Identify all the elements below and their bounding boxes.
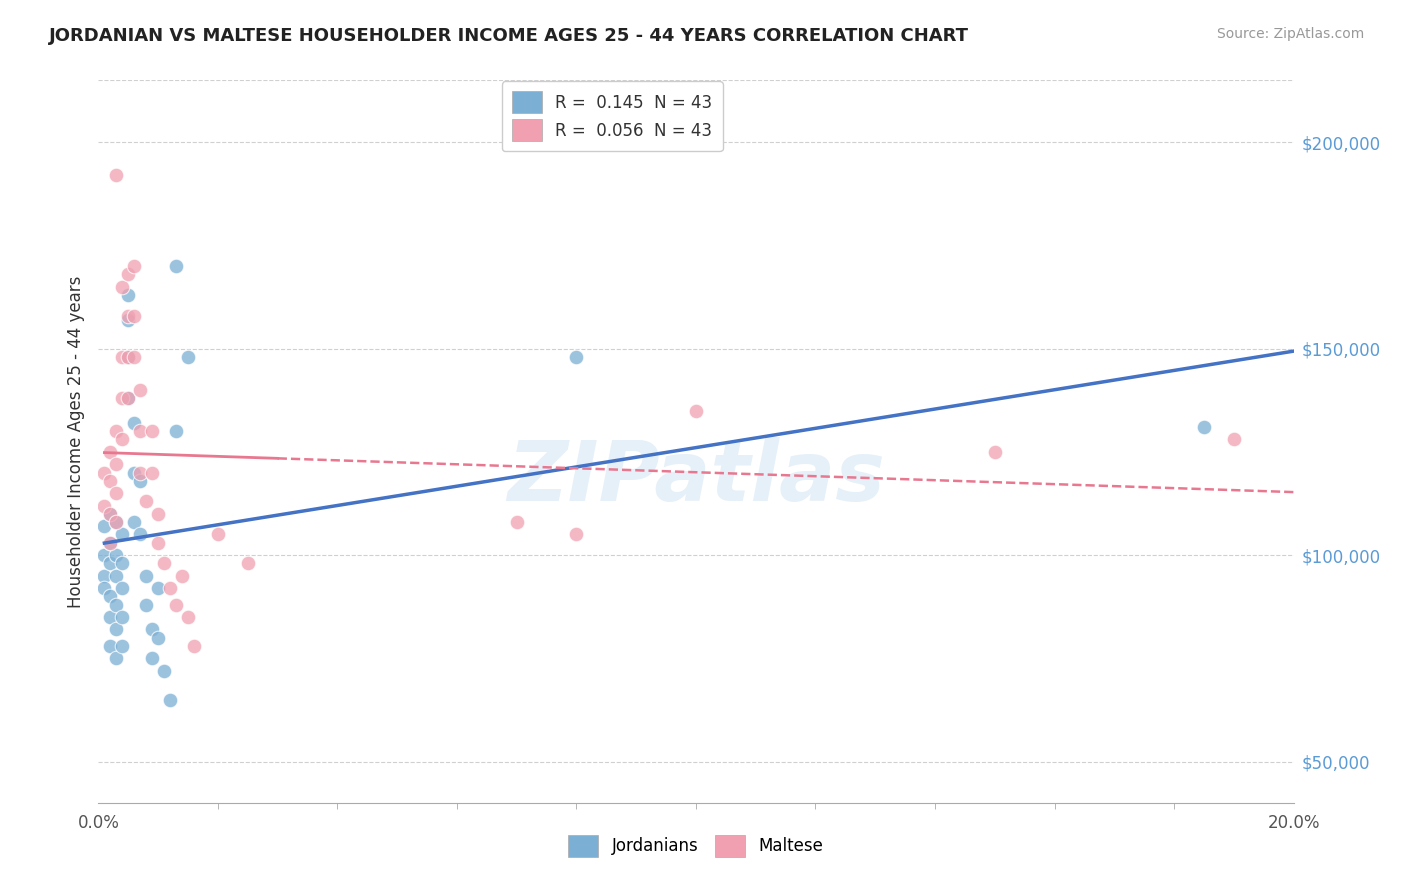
Point bbox=[105, 515, 128, 529]
Point bbox=[177, 610, 200, 624]
Point bbox=[117, 312, 139, 326]
Point bbox=[129, 527, 152, 541]
Point bbox=[93, 499, 115, 513]
Point bbox=[117, 350, 139, 364]
Text: JORDANIAN VS MALTESE HOUSEHOLDER INCOME AGES 25 - 44 YEARS CORRELATION CHART: JORDANIAN VS MALTESE HOUSEHOLDER INCOME … bbox=[49, 27, 969, 45]
Point bbox=[148, 507, 170, 521]
Point bbox=[111, 279, 134, 293]
Point bbox=[135, 598, 157, 612]
Point bbox=[124, 259, 146, 273]
Point bbox=[117, 350, 139, 364]
Point bbox=[177, 350, 200, 364]
Point bbox=[93, 519, 115, 533]
Point bbox=[165, 598, 187, 612]
Y-axis label: Householder Income Ages 25 - 44 years: Householder Income Ages 25 - 44 years bbox=[66, 276, 84, 607]
Point bbox=[129, 466, 152, 480]
Point bbox=[124, 416, 146, 430]
Point bbox=[111, 581, 134, 595]
Point bbox=[105, 568, 128, 582]
Point bbox=[124, 466, 146, 480]
Point bbox=[98, 535, 122, 549]
Point bbox=[93, 568, 115, 582]
Point bbox=[111, 610, 134, 624]
Point bbox=[98, 507, 122, 521]
Point bbox=[153, 557, 176, 571]
Point bbox=[129, 424, 152, 438]
Point bbox=[135, 568, 157, 582]
Point bbox=[117, 288, 139, 302]
Point bbox=[105, 651, 128, 665]
Point bbox=[111, 639, 134, 653]
Point bbox=[159, 692, 181, 706]
Point bbox=[117, 309, 139, 323]
Point bbox=[98, 474, 122, 488]
Point bbox=[165, 259, 187, 273]
Point bbox=[565, 527, 588, 541]
Point bbox=[685, 403, 707, 417]
Point bbox=[141, 466, 163, 480]
Point bbox=[105, 548, 128, 562]
Point bbox=[159, 581, 181, 595]
Point bbox=[98, 535, 122, 549]
Point bbox=[105, 486, 128, 500]
Point bbox=[124, 309, 146, 323]
Point bbox=[141, 424, 163, 438]
Point bbox=[105, 515, 128, 529]
Point bbox=[565, 350, 588, 364]
Point bbox=[111, 391, 134, 405]
Point bbox=[148, 631, 170, 645]
Point bbox=[165, 424, 187, 438]
Point bbox=[984, 445, 1007, 459]
Point bbox=[105, 424, 128, 438]
Point bbox=[124, 515, 146, 529]
Text: ZIPatlas: ZIPatlas bbox=[508, 437, 884, 518]
Point bbox=[98, 557, 122, 571]
Point bbox=[98, 507, 122, 521]
Legend: Jordanians, Maltese: Jordanians, Maltese bbox=[558, 825, 834, 867]
Point bbox=[153, 664, 176, 678]
Point bbox=[105, 457, 128, 471]
Point bbox=[148, 581, 170, 595]
Point bbox=[506, 515, 529, 529]
Point bbox=[117, 391, 139, 405]
Point bbox=[129, 474, 152, 488]
Point bbox=[105, 598, 128, 612]
Point bbox=[141, 623, 163, 637]
Point bbox=[117, 268, 139, 282]
Text: Source: ZipAtlas.com: Source: ZipAtlas.com bbox=[1216, 27, 1364, 41]
Point bbox=[1192, 420, 1215, 434]
Point bbox=[98, 610, 122, 624]
Point bbox=[183, 639, 205, 653]
Point bbox=[105, 623, 128, 637]
Point bbox=[111, 350, 134, 364]
Point bbox=[207, 527, 229, 541]
Point bbox=[172, 568, 194, 582]
Point bbox=[117, 391, 139, 405]
Point bbox=[111, 433, 134, 447]
Point bbox=[111, 557, 134, 571]
Point bbox=[98, 639, 122, 653]
Point bbox=[1223, 433, 1246, 447]
Point bbox=[141, 651, 163, 665]
Point bbox=[236, 557, 259, 571]
Point bbox=[93, 581, 115, 595]
Point bbox=[148, 535, 170, 549]
Point bbox=[93, 466, 115, 480]
Point bbox=[93, 548, 115, 562]
Point bbox=[98, 445, 122, 459]
Point bbox=[105, 168, 128, 182]
Point bbox=[129, 383, 152, 397]
Point bbox=[98, 590, 122, 604]
Point bbox=[135, 494, 157, 508]
Point bbox=[124, 350, 146, 364]
Point bbox=[111, 527, 134, 541]
